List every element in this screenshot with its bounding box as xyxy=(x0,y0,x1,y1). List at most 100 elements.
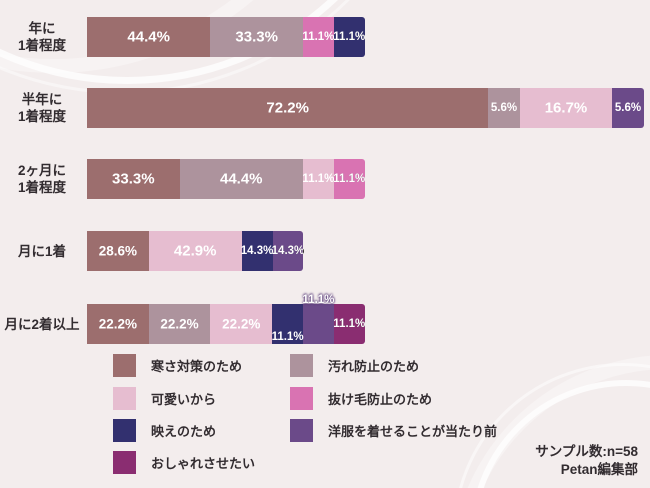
bar-segment: 22.2% xyxy=(148,304,211,344)
segment-label-clip: 11.1% xyxy=(294,304,365,344)
category-label-line: 月に2着以上 xyxy=(4,316,80,332)
legend-label: 抜け毛防止のため xyxy=(328,391,433,407)
segment-value-label: 11.1% xyxy=(333,318,366,330)
segment-value-label: 11.1% xyxy=(333,173,366,185)
category-label: 半年に 1着程度 xyxy=(0,88,84,128)
category-label-line: 月に1着 xyxy=(17,243,66,259)
legend-swatch xyxy=(290,386,313,410)
legend-label: 映えのため xyxy=(151,423,217,439)
segment-value-label: 28.6% xyxy=(98,243,138,259)
legend-label: 洋服を着せることが当たり前 xyxy=(328,423,498,439)
bar-segment: 42.9% xyxy=(148,231,242,271)
segment-value-label: 14.3% xyxy=(271,245,305,257)
legend-item: 寒さ対策のため xyxy=(113,353,242,377)
bar-segment: 11.1% xyxy=(302,17,335,57)
segment-value-label: 11.1% xyxy=(271,331,304,343)
legend-item: 汚れ防止のため xyxy=(290,353,419,377)
segment-value-label: 14.3% xyxy=(240,245,274,257)
segment-value-label: 42.9% xyxy=(173,242,217,260)
bar-segment: 22.2% xyxy=(210,304,273,344)
bar-segment: 28.6% xyxy=(87,231,149,271)
segment-value-label: 11.1% xyxy=(302,173,335,185)
bar-segment: 44.4% xyxy=(179,159,303,199)
segment-label-clip: 11.1% xyxy=(294,159,365,199)
legend-label: 寒さ対策のため xyxy=(151,358,243,374)
legend-item: 映えのため xyxy=(113,418,216,442)
segment-value-label: 11.1% xyxy=(333,31,366,43)
segment-value-label: 44.4% xyxy=(127,28,170,46)
segment-value-label: 11.1% xyxy=(333,318,365,330)
bar-segment: 14.3% xyxy=(240,231,274,271)
segment-value-label: 11.1% xyxy=(302,31,335,43)
bar-row: 半年に 1着程度 72.2% 5.6% 16.7% 5.6% xyxy=(0,88,650,128)
segment-value-label: 11.1% xyxy=(302,294,335,306)
bar-segment: 11.1% 11.1% xyxy=(333,304,366,344)
segment-value-label: 22.2% xyxy=(222,316,261,332)
segment-value-label: 22.2% xyxy=(98,316,137,332)
legend-label: おしゃれさせたい xyxy=(151,455,256,471)
segment-label-clip: 14.3% xyxy=(233,231,304,271)
category-label: 2ヶ月に 1着程度 xyxy=(0,159,84,199)
segment-value-label: 11.1% xyxy=(333,173,365,185)
legend-item: 可愛いから xyxy=(113,386,216,410)
bar-track: 44.4% 33.3% 11.1% 11.1% 11.1% xyxy=(87,17,643,57)
bar-segment: 14.3% 14.3% xyxy=(271,231,305,271)
bar-track: 72.2% 5.6% 16.7% 5.6% xyxy=(87,88,644,128)
bar-segment: 72.2% xyxy=(87,88,489,128)
bar-segment: 5.6% xyxy=(488,88,520,128)
bar-segment: 44.4% xyxy=(87,17,211,57)
bar-segment: 11.1% xyxy=(302,294,334,344)
bar-segment: 11.1% xyxy=(271,304,304,344)
bar-segment: 11.1% xyxy=(302,159,335,199)
segment-value-label: 44.4% xyxy=(219,170,263,188)
legend-swatch xyxy=(290,353,313,377)
legend-swatch xyxy=(113,450,136,474)
category-label-line: 1着程度 xyxy=(17,180,66,195)
category-label: 月に2着以上 xyxy=(0,304,84,344)
bar-row: 2ヶ月に 1着程度 33.3% 44.4% 11.1% 11.1% 11.1% xyxy=(0,159,650,199)
segment-label-clip: 11.1% xyxy=(294,17,365,57)
legend-label: 汚れ防止のため xyxy=(328,358,420,374)
category-label-line: 1着程度 xyxy=(17,109,66,124)
legend-swatch xyxy=(290,418,313,442)
bar-segment: 33.3% xyxy=(87,159,180,199)
sample-size-note: サンプル数:n=58 xyxy=(535,444,638,459)
segment-value-label: 33.3% xyxy=(112,170,155,188)
segment-value-label: 14.3% xyxy=(271,245,304,257)
segment-value-label: 5.6% xyxy=(614,102,642,114)
bar-segment: 22.2% xyxy=(87,304,149,344)
category-label-line: 半年に xyxy=(21,92,63,107)
legend-item: おしゃれさせたい xyxy=(113,450,255,474)
category-label-line: 2ヶ月に xyxy=(17,163,66,178)
bar-segment: 16.7% xyxy=(519,88,613,128)
category-label: 月に1着 xyxy=(0,231,84,271)
bar-track: 28.6% 42.9% 14.3% 14.3% 14.3% xyxy=(87,231,643,271)
chart-footer: サンプル数:n=58 Petan編集部 xyxy=(535,443,638,479)
credit-note: Petan編集部 xyxy=(560,462,638,477)
segment-value-label: 5.6% xyxy=(490,102,518,114)
bar-track: 33.3% 44.4% 11.1% 11.1% 11.1% xyxy=(87,159,643,199)
segment-value-label: 11.1% xyxy=(333,31,365,43)
bar-row: 月に1着 28.6% 42.9% 14.3% 14.3% 14.3% xyxy=(0,231,650,271)
bar-track: 22.2% 22.2% 22.2% 11.1% 11.1% 11.1% 11.1% xyxy=(87,294,643,344)
category-label-line: 1着程度 xyxy=(17,38,66,53)
legend-item: 抜け毛防止のため xyxy=(290,386,432,410)
category-label: 年に 1着程度 xyxy=(0,17,84,57)
category-label-line: 年に xyxy=(28,21,56,36)
bar-segment: 33.3% xyxy=(210,17,303,57)
legend-swatch xyxy=(113,386,136,410)
bar-row: 月に2着以上 22.2% 22.2% 22.2% 11.1% 11.1% 11.1% 11.1… xyxy=(0,294,650,344)
legend-label: 可愛いから xyxy=(151,391,217,407)
segment-value-label: 22.2% xyxy=(160,316,199,332)
legend-swatch xyxy=(113,418,136,442)
bar-row: 年に 1着程度 44.4% 33.3% 11.1% 11.1% 11.1% xyxy=(0,17,650,57)
bar-segment: 5.6% xyxy=(612,88,644,128)
segment-value-label: 72.2% xyxy=(266,99,309,117)
segment-value-label: 16.7% xyxy=(544,99,588,117)
bar-segment: 11.1% 11.1% xyxy=(333,17,366,57)
legend-item: 洋服を着せることが当たり前 xyxy=(290,418,497,442)
bar-segment: 11.1% 11.1% xyxy=(333,159,366,199)
segment-value-label: 33.3% xyxy=(235,28,278,46)
